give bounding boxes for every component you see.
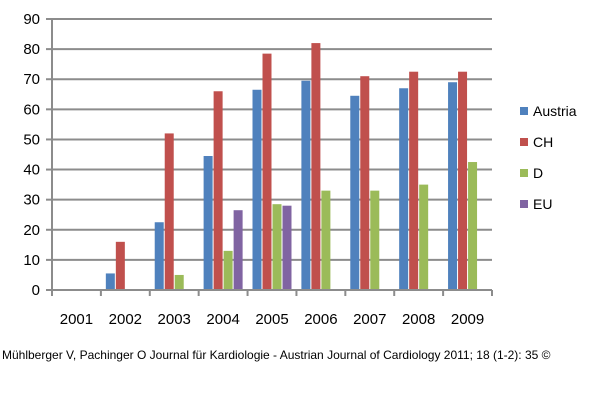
bar-d-2005 — [272, 204, 282, 290]
gridlines — [52, 18, 492, 261]
bar-eu-2004 — [233, 210, 243, 290]
x-tick-label: 2007 — [353, 311, 386, 328]
legend: Austria CH D EU — [520, 103, 577, 212]
bar-d-2009 — [468, 162, 478, 290]
y-tick-label: 50 — [23, 131, 40, 148]
bar-eu-2005 — [282, 205, 292, 290]
legend-label-d: D — [533, 165, 543, 181]
legend-label-eu: EU — [533, 196, 552, 212]
axes — [51, 19, 492, 291]
bar-austria-2009 — [448, 82, 458, 290]
bar-austria-2005 — [252, 89, 262, 290]
y-tick-label: 30 — [23, 192, 40, 209]
bar-austria-2004 — [203, 156, 213, 290]
y-tick-label: 20 — [23, 222, 40, 239]
bar-d-2003 — [174, 274, 184, 290]
legend-swatch-d — [520, 169, 528, 177]
x-tick-label: 2001 — [60, 311, 93, 328]
legend-label-austria: Austria — [533, 103, 577, 119]
bar-austria-2003 — [154, 222, 164, 290]
bar-d-2008 — [419, 184, 429, 290]
bar-ch-2002 — [115, 241, 125, 290]
bar-austria-2007 — [350, 95, 360, 291]
x-tick-label: 2004 — [206, 311, 239, 328]
y-tick-label: 10 — [23, 252, 40, 269]
y-tick-label: 40 — [23, 162, 40, 179]
bar-ch-2008 — [409, 71, 419, 290]
legend-label-ch: CH — [533, 134, 553, 150]
bars — [105, 43, 478, 291]
x-axis-ticks: 2001 2002 2003 2004 2005 2006 2007 2008 2009 — [51, 290, 493, 328]
x-tick-label: 2003 — [158, 311, 191, 328]
y-tick-label: 80 — [23, 41, 40, 58]
x-tick-label: 2005 — [255, 311, 288, 328]
bar-d-2004 — [223, 250, 233, 290]
legend-swatch-austria — [520, 107, 528, 115]
bar-d-2007 — [370, 190, 380, 290]
x-tick-label: 2008 — [402, 311, 435, 328]
bar-ch-2004 — [213, 91, 223, 291]
bar-d-2006 — [321, 190, 331, 290]
x-tick-label: 2006 — [304, 311, 337, 328]
y-tick-label: 70 — [23, 71, 40, 88]
y-tick-label: 0 — [32, 282, 40, 299]
bar-ch-2005 — [262, 53, 272, 290]
bar-austria-2008 — [399, 88, 409, 290]
y-axis-ticks: 0 10 20 30 40 50 60 70 80 90 — [23, 11, 52, 299]
bar-ch-2007 — [360, 76, 370, 290]
bar-chart: 0 10 20 30 40 50 60 70 80 90 2001 2002 2003 2004 2005… — [23, 11, 577, 328]
bar-ch-2009 — [458, 71, 468, 290]
bar-ch-2003 — [164, 133, 174, 290]
x-tick-label: 2009 — [451, 311, 484, 328]
citation-text: Mühlberger V, Pachinger O Journal für Ka… — [2, 348, 551, 362]
x-tick-label: 2002 — [109, 311, 142, 328]
legend-swatch-ch — [520, 138, 528, 146]
y-tick-label: 60 — [23, 101, 40, 118]
bar-ch-2006 — [311, 43, 321, 290]
bar-austria-2006 — [301, 80, 311, 290]
y-tick-label: 90 — [23, 11, 40, 28]
legend-swatch-eu — [520, 200, 528, 208]
bar-austria-2002 — [105, 273, 115, 290]
